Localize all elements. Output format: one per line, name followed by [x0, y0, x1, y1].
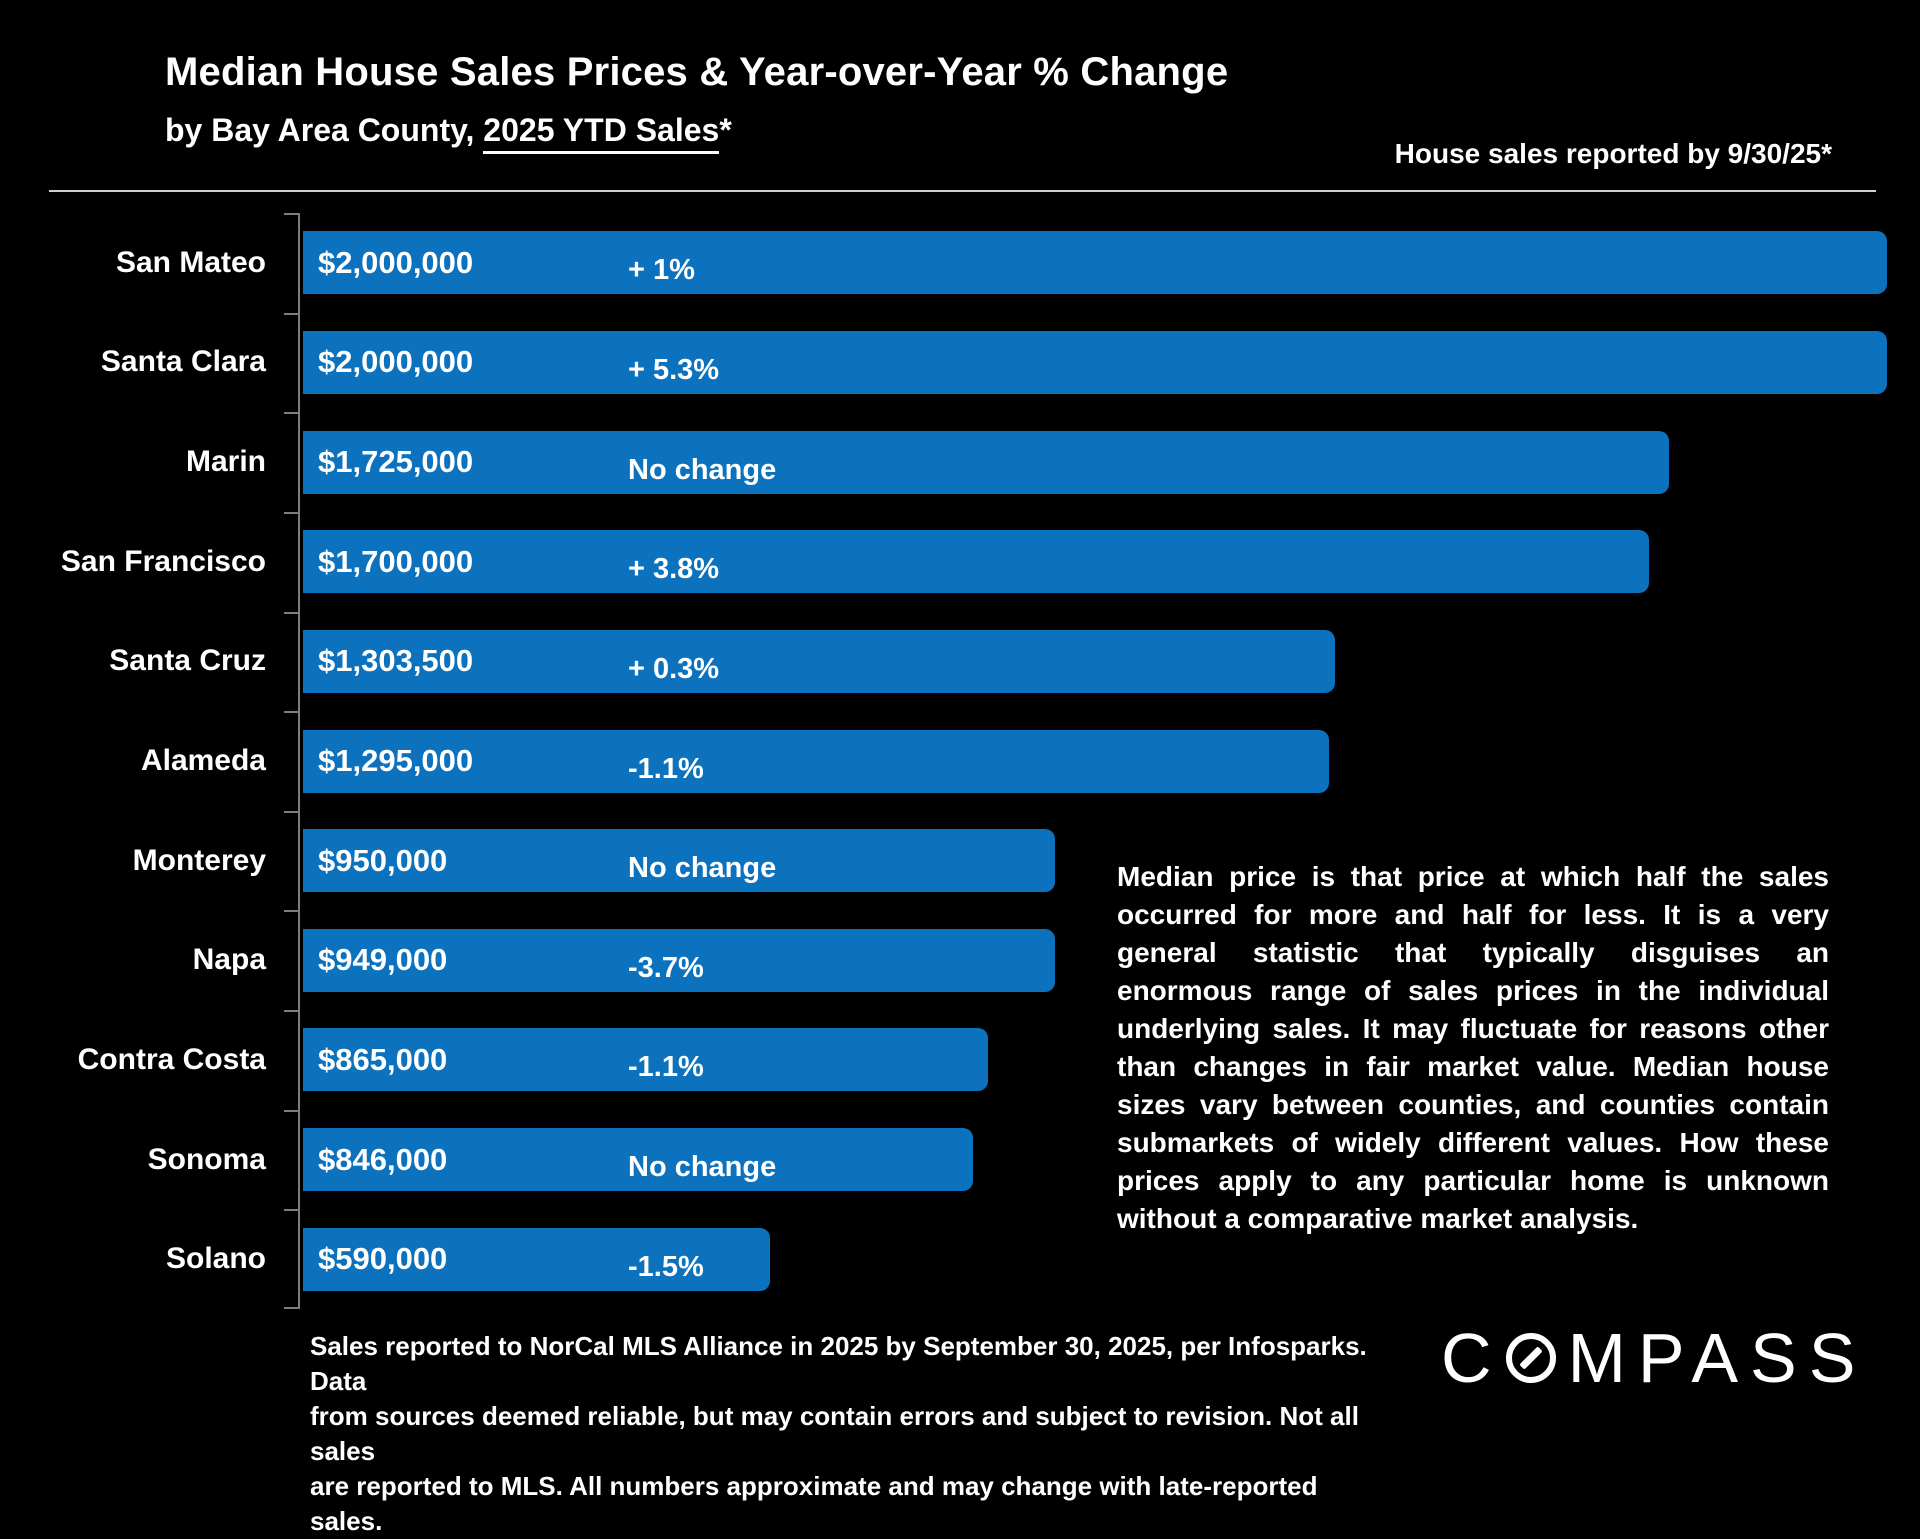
chart-row: Alameda $1,295,000 -1.1%	[0, 711, 1920, 811]
compass-logo-text-c: C	[1441, 1319, 1504, 1397]
county-label: Monterey	[132, 843, 266, 877]
change-label: No change	[628, 453, 777, 486]
county-label: San Francisco	[60, 544, 266, 578]
change-label: -1.5%	[628, 1250, 704, 1283]
change-label: + 1%	[628, 254, 695, 287]
chart-row: San Francisco $1,700,000 + 3.8%	[0, 512, 1920, 612]
chart-row: San Mateo $2,000,000 + 1%	[0, 213, 1920, 313]
price-label: $1,295,000	[318, 743, 474, 778]
change-label: No change	[628, 852, 777, 885]
price-bar: $1,725,000	[303, 430, 1669, 494]
county-label: Santa Cruz	[109, 644, 266, 678]
change-label: + 3.8%	[628, 553, 720, 586]
price-label: $2,000,000	[318, 344, 474, 380]
chart-row: Napa $949,000 -3.7%	[0, 910, 1920, 1010]
reported-by-note: House sales reported by 9/30/25*	[1394, 138, 1832, 169]
axis-tick	[284, 213, 300, 215]
price-label: $865,000	[318, 1041, 448, 1077]
price-label: $590,000	[318, 1241, 448, 1277]
chart-row: Solano $590,000 -1.5%	[0, 1209, 1920, 1309]
county-label: San Mateo	[115, 245, 266, 279]
compass-logo-text-mpass: MPASS	[1567, 1319, 1868, 1397]
county-label: Solano	[165, 1242, 266, 1276]
subtitle-prefix: by Bay Area County,	[165, 112, 484, 148]
axis-tick	[284, 810, 300, 813]
bar-chart: San Mateo $2,000,000 + 1% Santa Clara $2,000…	[0, 213, 1920, 1310]
price-bar: $1,700,000	[303, 530, 1649, 594]
price-bar: $1,295,000	[303, 729, 1329, 793]
compass-o-icon	[1505, 1333, 1556, 1383]
page-title: Median House Sales Prices & Year-over-Ye…	[165, 50, 1229, 94]
footer-line: from sources deemed reliable, but may co…	[310, 1401, 1359, 1466]
price-label: $949,000	[318, 942, 448, 978]
price-label: $1,700,000	[318, 543, 474, 579]
page-subtitle: by Bay Area County, 2025 YTD Sales*	[165, 112, 732, 154]
axis-tick	[284, 910, 300, 913]
axis-tick	[284, 412, 300, 415]
price-bar: $865,000	[303, 1028, 988, 1092]
price-bar: $2,000,000	[303, 330, 1887, 394]
price-bar: $846,000	[303, 1128, 973, 1192]
county-label: Marin	[185, 445, 266, 479]
county-label: Santa Clara	[100, 345, 266, 379]
change-label: + 5.3%	[628, 353, 720, 386]
axis-tick	[284, 611, 300, 614]
footer-line: Sales reported to NorCal MLS Alliance in…	[310, 1331, 1367, 1396]
price-label: $2,000,000	[318, 244, 474, 280]
price-bar: $950,000	[303, 829, 1055, 893]
compass-logo: C MPASS	[1441, 1319, 1867, 1397]
county-label: Contra Costa	[77, 1042, 266, 1076]
county-label: Alameda	[140, 744, 266, 777]
price-label: $950,000	[318, 842, 448, 878]
change-label: No change	[628, 1151, 777, 1184]
price-label: $1,303,500	[318, 643, 474, 679]
subtitle-underlined: 2025 YTD Sales	[483, 112, 720, 154]
axis-tick	[284, 312, 300, 315]
change-label: -1.1%	[628, 1051, 704, 1084]
change-label: + 0.3%	[628, 652, 720, 685]
axis-tick	[284, 1307, 300, 1310]
axis-tick	[284, 711, 300, 714]
axis-tick	[284, 511, 300, 514]
change-label: -3.7%	[628, 951, 704, 984]
price-label: $846,000	[318, 1141, 448, 1177]
header-divider	[49, 190, 1876, 192]
chart-row: Sonoma $846,000 No change	[0, 1110, 1920, 1210]
chart-row: Monterey $950,000 No change	[0, 811, 1920, 911]
slide: Median House Sales Prices & Year-over-Ye…	[0, 50, 1920, 1536]
price-bar: $590,000	[303, 1227, 770, 1291]
chart-row: Santa Clara $2,000,000 + 5.3%	[0, 313, 1920, 413]
footer-disclaimer: Sales reported to NorCal MLS Alliance in…	[310, 1329, 1370, 1539]
chart-row: Contra Costa $865,000 -1.1%	[0, 1010, 1920, 1110]
chart-row: Santa Cruz $1,303,500 + 0.3%	[0, 612, 1920, 712]
county-label: Sonoma	[147, 1142, 266, 1176]
price-bar: $949,000	[303, 928, 1055, 992]
subtitle-suffix: *	[719, 112, 732, 148]
footer-line: are reported to MLS. All numbers approxi…	[310, 1471, 1318, 1536]
price-bar: $1,303,500	[303, 629, 1335, 693]
axis-tick	[284, 1209, 300, 1212]
compass-needle-icon	[1518, 1346, 1543, 1370]
axis-tick	[284, 1109, 300, 1112]
price-bar: $2,000,000	[303, 231, 1887, 295]
y-axis-line	[298, 213, 300, 1309]
county-label: Napa	[192, 943, 266, 977]
price-label: $1,725,000	[318, 444, 474, 480]
change-label: -1.1%	[628, 752, 704, 785]
chart-row: Marin $1,725,000 No change	[0, 412, 1920, 512]
median-price-explanation: Median price is that price at which half…	[1117, 861, 1829, 1234]
axis-tick	[284, 1010, 300, 1013]
